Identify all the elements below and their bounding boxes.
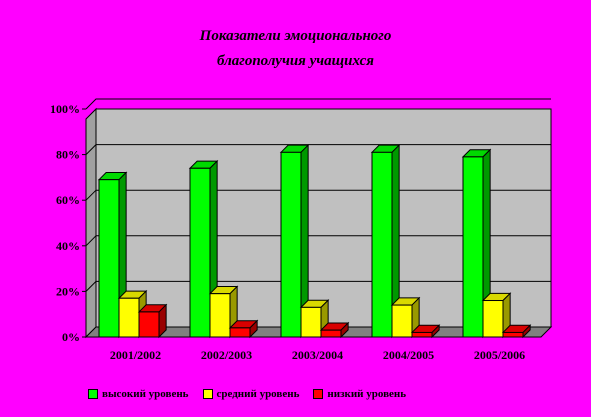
chart-title: Показатели эмоционального благополучия у…: [0, 24, 591, 74]
legend: высокий уровень средний уровень низкий у…: [88, 388, 420, 400]
bar-low-2005/2006: [502, 331, 524, 338]
bar-low-2001/2002: [138, 311, 160, 338]
bar-medium-2001/2002: [118, 297, 140, 338]
bar-low-2003/2004: [320, 329, 342, 338]
legend-swatch-high: [88, 389, 98, 399]
y-tick-label: 80%: [56, 148, 80, 162]
chart-title-line-1: Показатели эмоционального: [199, 28, 392, 44]
bar-high-2003/2004: [280, 151, 302, 338]
bar-medium-2002/2003: [209, 293, 231, 338]
plot-side-wall: [85, 107, 97, 339]
legend-label-low: низкий уровень: [327, 388, 407, 400]
chart-title-line-2: благополучия учащихся: [216, 53, 375, 69]
bar-medium-2004/2005: [391, 304, 413, 338]
legend-swatch-low: [313, 389, 324, 399]
gridline: [85, 98, 551, 110]
legend-item-medium: средний уровень: [202, 388, 300, 400]
legend-label-medium: средний уровень: [216, 388, 300, 400]
x-tick-label: 2005/2006: [474, 348, 525, 362]
bar-medium-2003/2004: [300, 306, 322, 338]
bar-high-2002/2003: [189, 167, 211, 338]
bar-high-2001/2002: [98, 179, 120, 338]
y-tick-label: 60%: [56, 193, 80, 207]
legend-item-high: высокий уровень: [88, 388, 189, 400]
x-tick-label: 2002/2003: [201, 348, 252, 362]
x-tick-label: 2004/2005: [383, 348, 434, 362]
bar-high-2005/2006: [462, 156, 484, 338]
y-tick-label: 100%: [50, 102, 80, 116]
bar-high-2004/2005: [371, 151, 393, 338]
x-tick-label: 2003/2004: [292, 348, 343, 362]
legend-swatch-medium: [202, 389, 213, 399]
bar-low-2002/2003: [229, 327, 251, 338]
legend-label-high: высокий уровень: [102, 388, 189, 400]
bar-medium-2005/2006: [482, 300, 504, 338]
y-tick-label: 0%: [62, 330, 80, 344]
y-tick-label: 20%: [56, 284, 80, 298]
bar-low-2004/2005: [411, 331, 433, 338]
y-tick-label: 40%: [56, 239, 80, 253]
x-tick-label: 2001/2002: [110, 348, 161, 362]
legend-item-low: низкий уровень: [313, 388, 406, 400]
